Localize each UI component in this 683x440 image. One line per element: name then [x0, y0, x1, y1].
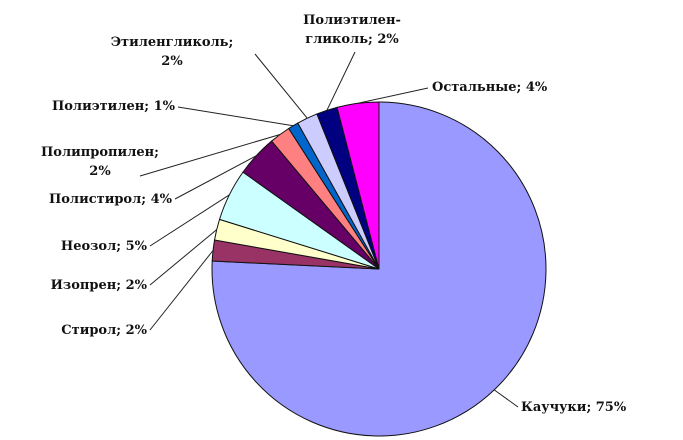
- pie-slice-9: [336, 101, 380, 270]
- slice-label-8: Полиэтилен-гликоль; 2%: [303, 13, 401, 47]
- slice-label-5: Полипропилен; 2%: [41, 145, 159, 179]
- leader-lines: [139, 51, 519, 408]
- leader-line-3: [149, 194, 230, 247]
- slice-label-4: Полистирол; 4%: [49, 192, 173, 207]
- leader-line-0: [493, 389, 519, 408]
- leader-line-9: [357, 87, 429, 104]
- leader-line-2: [149, 229, 218, 286]
- slice-label-9: Остальные; 4%: [432, 80, 548, 95]
- slice-label-1: Стирол; 2%: [61, 323, 147, 338]
- slice-label-6: Полиэтилен; 1%: [52, 99, 176, 114]
- slice-label-2: Изопрен; 2%: [51, 278, 148, 293]
- leader-line-5: [139, 134, 281, 177]
- leader-line-8: [326, 51, 356, 111]
- slice-label-0: Каучуки; 75%: [521, 400, 627, 415]
- slice-label-7: Этиленгликоль; 2%: [111, 35, 234, 69]
- slice-labels: Каучуки; 75% Стирол; 2% Изопрен; 2% Неозол;…: [41, 13, 627, 415]
- slice-label-3: Неозол; 5%: [61, 239, 148, 254]
- leader-line-6: [177, 106, 294, 127]
- leader-line-1: [149, 250, 214, 331]
- leader-line-7: [254, 53, 308, 119]
- pie-slices: [211, 101, 547, 437]
- leader-line-4: [174, 155, 257, 200]
